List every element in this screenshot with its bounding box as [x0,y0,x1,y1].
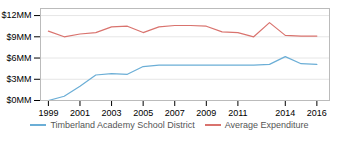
svg-text:2003: 2003 [102,108,122,118]
svg-text:2016: 2016 [307,108,327,118]
svg-text:$6MM: $6MM [6,53,31,63]
svg-text:$9MM: $9MM [6,32,31,42]
svg-text:2011: 2011 [228,108,247,118]
svg-text:$12MM: $12MM [1,10,31,20]
svg-text:2014: 2014 [275,108,295,118]
svg-text:$3MM: $3MM [6,74,31,84]
svg-text:2007: 2007 [165,108,185,118]
svg-text:2009: 2009 [196,108,216,118]
svg-text:$0MM: $0MM [6,95,31,105]
svg-text:2001: 2001 [70,108,90,118]
svg-text:2005: 2005 [133,108,153,118]
html-text:Timberland Academy School Dist: Timberland Academy School District [50,120,195,130]
html-text:Average Expenditure: Average Expenditure [224,120,309,130]
svg-text:1999: 1999 [38,108,58,118]
